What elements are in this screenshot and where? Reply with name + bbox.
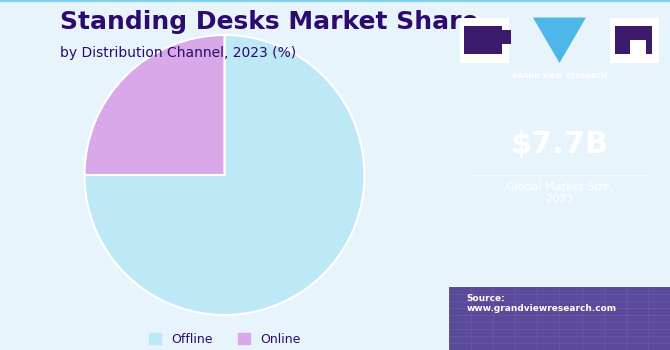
Wedge shape [84,35,364,315]
Text: Standing Desks Market Share: Standing Desks Market Share [60,10,478,35]
Text: by Distribution Channel, 2023 (%): by Distribution Channel, 2023 (%) [60,46,296,60]
FancyBboxPatch shape [630,40,646,63]
Polygon shape [533,18,586,63]
FancyBboxPatch shape [484,30,511,44]
Bar [449,287,670,350]
Legend: Offline, Online: Offline, Online [143,328,306,350]
FancyBboxPatch shape [615,26,653,54]
Text: Source:
www.grandviewresearch.com: Source: www.grandviewresearch.com [466,294,616,313]
Text: Global Market Size,
2023: Global Market Size, 2023 [506,182,613,204]
FancyBboxPatch shape [610,18,659,63]
FancyBboxPatch shape [464,26,502,54]
FancyBboxPatch shape [460,18,509,63]
Text: GRAND VIEW RESEARCH: GRAND VIEW RESEARCH [512,74,607,79]
Wedge shape [84,35,224,175]
FancyBboxPatch shape [615,44,641,54]
Text: $7.7B: $7.7B [511,130,608,159]
